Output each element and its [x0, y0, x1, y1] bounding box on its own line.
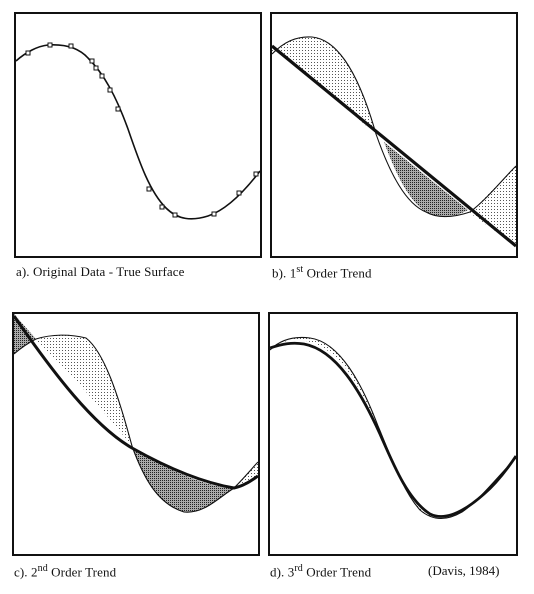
true-surface-curve — [16, 44, 260, 220]
caption-a: a). Original Data - True Surface — [16, 264, 185, 280]
data-point — [68, 43, 74, 49]
data-point — [47, 42, 53, 48]
first-order-trend-line — [272, 44, 516, 248]
caption-c-text: Order Trend — [47, 564, 117, 580]
data-point — [89, 58, 95, 64]
citation: (Davis, 1984) — [428, 563, 500, 578]
residual-negative-area — [132, 448, 234, 513]
panel-c — [12, 312, 260, 556]
data-point — [107, 87, 113, 93]
caption-b-prefix: b). — [272, 265, 290, 281]
residual-positive-area — [470, 166, 516, 246]
data-point — [211, 211, 217, 217]
caption-d-prefix: d). — [270, 564, 288, 580]
second-order-trend-curve — [14, 315, 258, 490]
data-point — [93, 65, 99, 71]
caption-b-text: Order Trend — [303, 265, 372, 281]
residual-area — [270, 337, 462, 519]
true-surface-curve — [270, 336, 516, 520]
caption-b: b). 1st Order Trend — [272, 264, 372, 281]
panel-c-plot — [14, 314, 258, 513]
caption-b-sup: st — [296, 264, 304, 275]
data-point — [253, 171, 259, 177]
caption-c: c). 2nd Order Trend — [14, 563, 116, 580]
caption-c-sup: nd — [37, 563, 48, 574]
caption-a-text: Original Data - True Surface — [33, 264, 185, 279]
panel-b-plot — [272, 36, 516, 248]
caption-d-order: 3 — [287, 564, 295, 580]
data-point — [159, 204, 165, 210]
third-order-trend-curve — [270, 341, 516, 518]
caption-c-order: 2 — [31, 564, 38, 580]
data-point — [115, 106, 121, 112]
panel-a — [14, 12, 262, 258]
data-point — [172, 212, 178, 218]
caption-c-prefix: c). — [14, 564, 31, 580]
panel-d-plot — [270, 336, 516, 520]
panel-b — [270, 12, 518, 258]
data-point — [236, 190, 242, 196]
residual-positive-area — [36, 335, 132, 446]
caption-a-prefix: a). — [16, 264, 33, 279]
panel-d — [268, 312, 518, 556]
data-point — [25, 50, 31, 56]
data-points — [25, 42, 259, 218]
residual-negative-area — [384, 142, 468, 217]
caption-d: d). 3rd Order Trend — [270, 563, 371, 580]
data-point — [99, 73, 105, 79]
caption-d-text: Order Trend — [302, 564, 372, 580]
panel-a-plot — [16, 42, 260, 220]
caption-b-order: 1 — [289, 265, 297, 281]
data-point — [146, 186, 152, 192]
caption-d-sup: rd — [294, 563, 303, 574]
